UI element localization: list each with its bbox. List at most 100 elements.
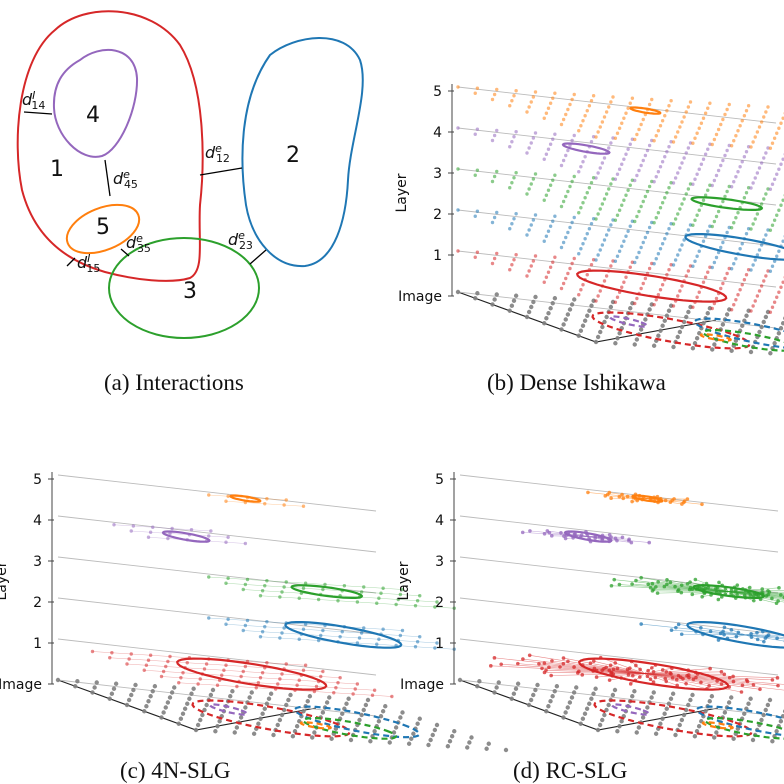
- graph-node: [569, 302, 575, 307]
- graph-edge: [236, 686, 257, 688]
- graph-node: [617, 249, 622, 253]
- graph-node: [152, 684, 158, 689]
- region-3-contour: [692, 584, 766, 599]
- graph-node: [544, 316, 549, 321]
- graph-node: [146, 699, 151, 704]
- graph-node: [629, 540, 634, 545]
- graph-node: [654, 216, 658, 220]
- graph-node: [521, 657, 525, 661]
- graph-node: [133, 682, 138, 688]
- graph-node: [561, 281, 566, 286]
- region-3-outline: [108, 237, 260, 339]
- graph-node: [612, 577, 617, 582]
- graph-node: [770, 141, 775, 145]
- graph-node: [524, 314, 530, 320]
- graph-node: [720, 322, 726, 327]
- graph-node: [665, 578, 669, 582]
- graph-node: [600, 717, 605, 723]
- graph-node: [585, 191, 589, 195]
- graph-node: [734, 134, 738, 138]
- graph-node: [475, 86, 480, 90]
- graph-node: [224, 581, 228, 585]
- graph-node: [651, 587, 656, 591]
- graph-node: [628, 666, 632, 671]
- graph-edge: [529, 530, 589, 537]
- layer-tick-label: 1: [435, 636, 444, 652]
- graph-edge: [223, 670, 244, 672]
- graph-node: [694, 336, 700, 341]
- graph-node: [577, 129, 581, 133]
- graph-node: [740, 160, 744, 164]
- graph-node: [736, 129, 740, 133]
- graph-node: [641, 199, 645, 204]
- graph-node: [719, 682, 724, 686]
- graph-node: [647, 266, 652, 271]
- graph-node: [312, 730, 317, 735]
- graph-edge: [109, 657, 130, 660]
- graph-node: [452, 729, 457, 734]
- graph-edge: [225, 501, 246, 503]
- graph-edge: [678, 624, 746, 636]
- graph-node: [770, 264, 775, 268]
- image-region-3-contour: [301, 717, 398, 740]
- graph-node: [665, 273, 669, 277]
- layer-tick-label: Image: [398, 289, 442, 305]
- graph-node: [159, 674, 164, 679]
- graph-node: [417, 716, 422, 721]
- graph-node: [265, 497, 269, 501]
- layer-4: [57, 515, 377, 553]
- graph-node: [303, 622, 308, 626]
- graph-node: [243, 705, 248, 710]
- graph-node: [377, 596, 381, 600]
- graph-node: [654, 175, 658, 179]
- graph-node: [548, 265, 553, 269]
- graph-edge: [129, 658, 149, 661]
- graph-edge: [200, 678, 220, 681]
- graph-node: [723, 153, 727, 158]
- graph-node: [297, 637, 301, 641]
- graph-node: [277, 717, 283, 723]
- graph-edge: [243, 589, 263, 591]
- graph-node: [624, 152, 628, 156]
- graph-node: [697, 208, 701, 212]
- graph-node: [495, 128, 499, 133]
- graph-edge: [631, 661, 645, 674]
- graph-node: [624, 275, 628, 279]
- graph-node: [617, 582, 622, 587]
- graph-node: [656, 252, 661, 256]
- caption-a: (a) Interactions: [104, 370, 244, 395]
- graph-node: [759, 284, 764, 288]
- graph-node: [243, 541, 248, 546]
- graph-node: [624, 111, 628, 115]
- graph-node: [589, 222, 594, 226]
- layer-tick-label: 2: [435, 595, 444, 611]
- graph-node: [768, 269, 773, 273]
- graph-edge: [297, 685, 317, 687]
- graph-node: [473, 91, 477, 95]
- graph-node: [690, 692, 695, 698]
- graph-edge: [644, 671, 722, 674]
- region-5-contour: [631, 494, 664, 503]
- image-region-1-contour: [591, 311, 751, 350]
- graph-edge: [359, 596, 379, 599]
- graph-node: [181, 671, 185, 675]
- graph-node: [355, 600, 360, 604]
- graph-node: [651, 690, 656, 695]
- graph-node: [607, 490, 612, 495]
- graph-edge: [359, 637, 379, 640]
- graph-node: [112, 523, 116, 527]
- graph-node: [670, 691, 676, 696]
- graph-node: [110, 651, 114, 655]
- graph-node: [584, 706, 590, 711]
- graph-edge: [266, 662, 287, 665]
- layer-5: [57, 474, 377, 512]
- graph-edge: [206, 663, 227, 666]
- graph-node: [643, 153, 648, 158]
- graph-node: [630, 694, 635, 699]
- graph-node: [755, 130, 760, 134]
- graph-node: [353, 687, 357, 691]
- graph-edge: [225, 624, 246, 626]
- graph-node: [668, 500, 673, 505]
- graph-node: [706, 229, 710, 233]
- graph-node: [626, 188, 630, 192]
